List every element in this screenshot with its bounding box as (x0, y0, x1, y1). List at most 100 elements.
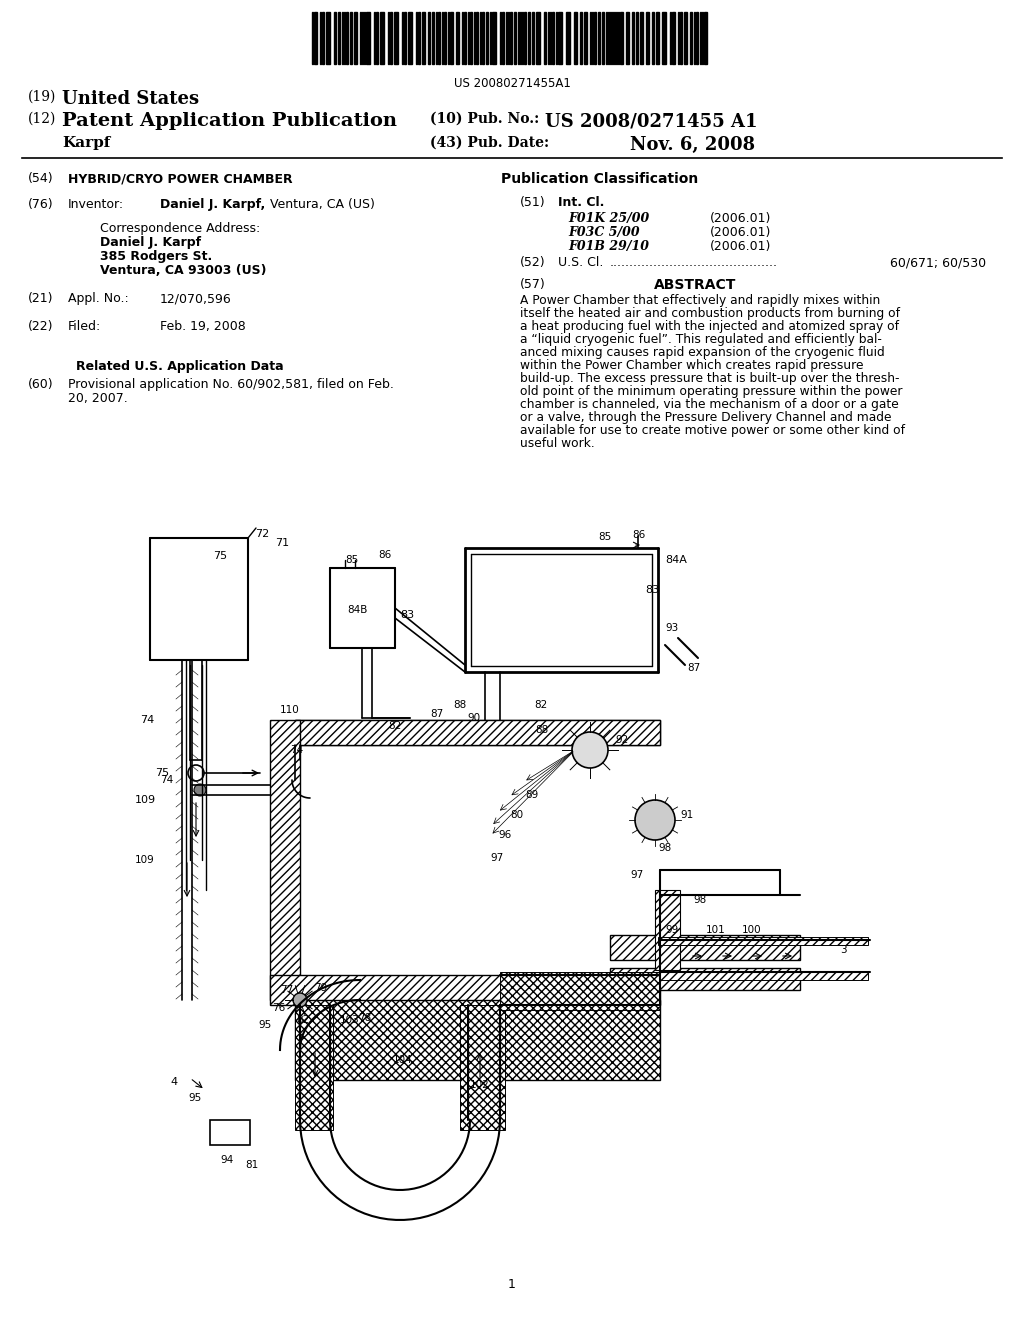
Text: 88: 88 (535, 725, 548, 735)
Bar (652, 12, 654, 63)
Bar (460, 1005, 505, 1130)
Bar (528, 12, 530, 63)
Text: US 2008/0271455 A1: US 2008/0271455 A1 (545, 112, 758, 129)
Bar (366, 12, 370, 63)
Text: 74: 74 (290, 744, 303, 755)
Text: 60/671; 60/530: 60/671; 60/530 (890, 256, 986, 269)
Bar (656, 12, 659, 63)
Bar (502, 12, 504, 63)
Text: F01B 29/10: F01B 29/10 (568, 240, 649, 253)
Text: 83: 83 (400, 610, 414, 620)
Bar (632, 12, 634, 63)
Bar (690, 12, 692, 63)
Text: 85: 85 (598, 532, 611, 543)
Text: 78: 78 (358, 1012, 372, 1023)
Bar (705, 12, 707, 63)
Bar (338, 12, 340, 63)
Bar (636, 12, 638, 63)
Bar (544, 12, 546, 63)
Text: 90: 90 (467, 713, 480, 723)
Bar (566, 12, 570, 63)
Bar (684, 12, 687, 63)
Bar (295, 719, 660, 744)
Bar (295, 1001, 660, 1080)
Text: Publication Classification: Publication Classification (502, 172, 698, 186)
Text: Related U.S. Application Data: Related U.S. Application Data (76, 360, 284, 374)
Bar (510, 12, 512, 63)
Bar (210, 1119, 250, 1144)
Text: 93: 93 (665, 623, 678, 634)
Text: (21): (21) (28, 292, 53, 305)
Bar (354, 12, 357, 63)
Bar (408, 12, 412, 63)
Text: A Power Chamber that effectively and rapidly mixes within: A Power Chamber that effectively and rap… (520, 294, 881, 308)
Text: (43) Pub. Date:: (43) Pub. Date: (430, 136, 549, 150)
Text: 97: 97 (630, 870, 643, 880)
Circle shape (635, 800, 675, 840)
Text: 84B: 84B (347, 605, 368, 615)
Bar (552, 12, 554, 63)
Bar (574, 12, 577, 63)
Text: 104: 104 (393, 1055, 413, 1065)
Text: 103: 103 (340, 1015, 359, 1026)
Bar (470, 12, 472, 63)
Bar (390, 12, 392, 63)
Bar (696, 12, 698, 63)
Bar (658, 937, 868, 945)
Text: 77: 77 (280, 985, 293, 995)
Text: useful work.: useful work. (520, 437, 595, 450)
Bar (418, 12, 420, 63)
Text: 82: 82 (296, 1015, 309, 1026)
Text: 100: 100 (742, 925, 762, 935)
Text: 1: 1 (508, 1279, 516, 1291)
Text: Daniel J. Karpf: Daniel J. Karpf (100, 236, 201, 249)
Text: (12): (12) (28, 112, 56, 125)
Bar (610, 968, 800, 990)
Text: old point of the minimum operating pressure within the power: old point of the minimum operating press… (520, 385, 902, 399)
Bar (580, 12, 582, 63)
Text: 97: 97 (490, 853, 503, 863)
Text: (2006.01): (2006.01) (710, 213, 771, 224)
Text: 83: 83 (645, 585, 659, 595)
Text: (2006.01): (2006.01) (710, 240, 771, 253)
Bar (500, 972, 660, 1010)
Bar (594, 12, 596, 63)
Text: 98: 98 (658, 843, 672, 853)
Text: ABSTRACT: ABSTRACT (653, 279, 736, 292)
Text: 85: 85 (345, 554, 358, 565)
Text: itself the heated air and combustion products from burning of: itself the heated air and combustion pro… (520, 308, 900, 319)
Text: Nov. 6, 2008: Nov. 6, 2008 (630, 136, 755, 154)
Text: 75: 75 (213, 550, 227, 561)
Bar (658, 972, 868, 979)
Text: 96: 96 (498, 830, 511, 840)
Text: Karpf: Karpf (62, 136, 111, 150)
Bar (432, 12, 434, 63)
Bar (456, 12, 459, 63)
Text: 4: 4 (170, 1077, 177, 1086)
Text: 101: 101 (706, 925, 726, 935)
Bar (532, 12, 534, 63)
Bar (662, 12, 666, 63)
Text: 95: 95 (188, 1093, 202, 1104)
Text: F03C 5/00: F03C 5/00 (568, 226, 640, 239)
Text: 110: 110 (280, 705, 300, 715)
Bar (536, 12, 540, 63)
Text: or a valve, through the Pressure Delivery Channel and made: or a valve, through the Pressure Deliver… (520, 411, 892, 424)
Bar (464, 12, 466, 63)
Text: (52): (52) (520, 256, 546, 269)
Text: United States: United States (62, 90, 199, 108)
Bar (514, 12, 516, 63)
Text: 94: 94 (220, 1155, 233, 1166)
Bar (404, 12, 406, 63)
Bar (486, 12, 488, 63)
Text: within the Power Chamber which creates rapid pressure: within the Power Chamber which creates r… (520, 359, 863, 372)
Text: Feb. 19, 2008: Feb. 19, 2008 (160, 319, 246, 333)
Text: 20, 2007.: 20, 2007. (68, 392, 128, 405)
Bar (314, 12, 317, 63)
Text: Filed:: Filed: (68, 319, 101, 333)
Text: US 20080271455A1: US 20080271455A1 (454, 77, 570, 90)
Text: (54): (54) (28, 172, 53, 185)
Bar (584, 12, 587, 63)
Bar (598, 12, 600, 63)
Text: 74: 74 (140, 715, 155, 725)
